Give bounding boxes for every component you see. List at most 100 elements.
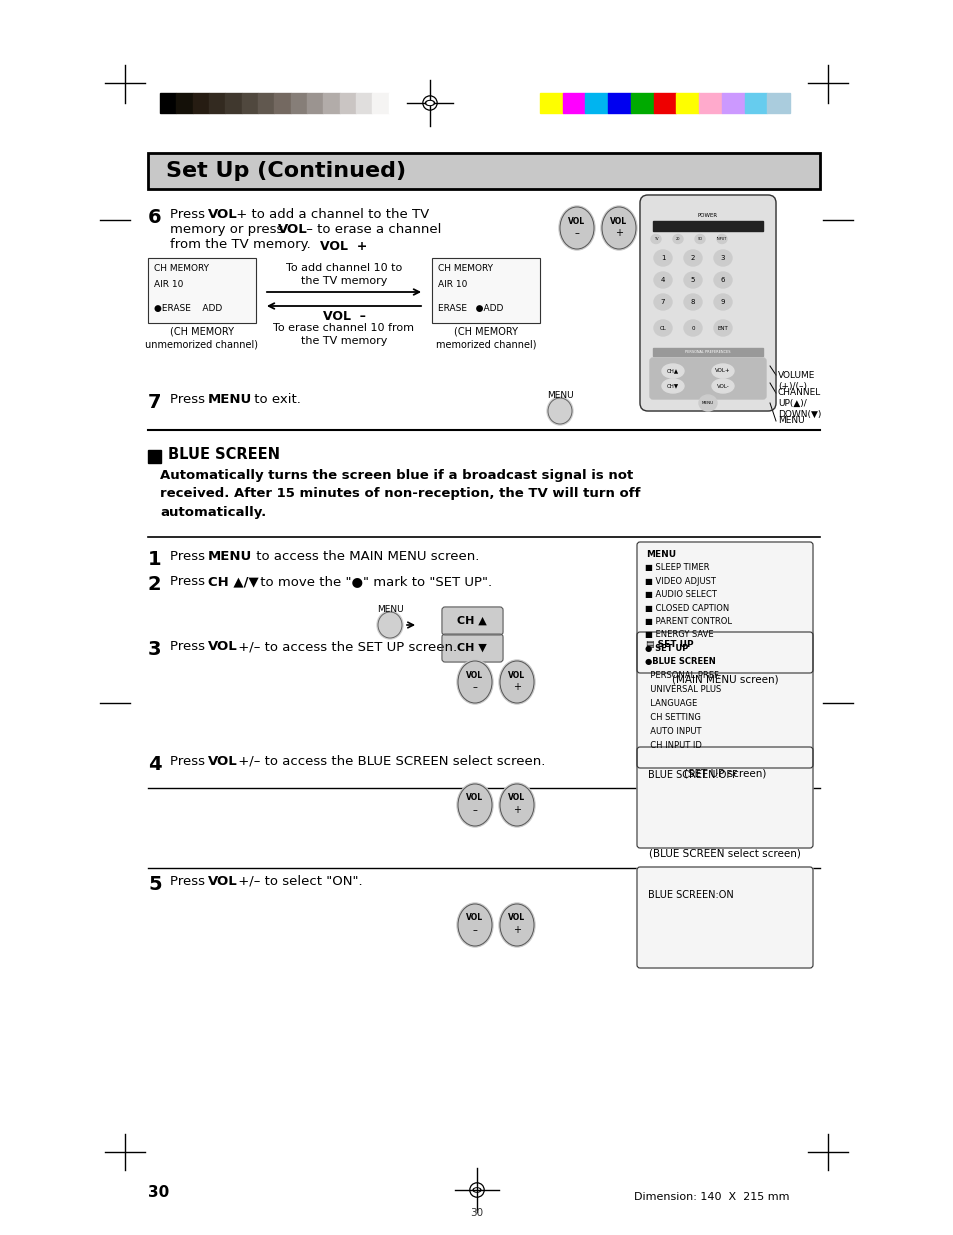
Bar — [148, 153, 820, 189]
Bar — [323, 93, 339, 112]
Text: –: – — [472, 805, 476, 815]
Text: (BLUE SCREEN select screen): (BLUE SCREEN select screen) — [648, 848, 801, 860]
Text: 7: 7 — [148, 393, 161, 412]
Text: 2: 2 — [690, 254, 695, 261]
Text: (SET UP screen): (SET UP screen) — [683, 769, 765, 779]
FancyBboxPatch shape — [441, 634, 502, 662]
Text: ● SET UP: ● SET UP — [644, 643, 688, 653]
Bar — [676, 93, 699, 112]
Text: –: – — [574, 228, 578, 238]
Bar — [608, 93, 630, 112]
Text: Press: Press — [170, 550, 209, 563]
Text: VOL: VOL — [208, 640, 237, 653]
Text: CL: CL — [659, 326, 666, 331]
FancyBboxPatch shape — [649, 358, 765, 399]
Text: the TV memory: the TV memory — [300, 336, 387, 346]
Text: PERSONAL PREFERENCES: PERSONAL PREFERENCES — [684, 350, 730, 354]
Text: MENU: MENU — [376, 604, 403, 614]
Text: MENU: MENU — [208, 393, 252, 406]
Bar — [539, 93, 562, 112]
Text: 5: 5 — [148, 876, 161, 894]
Text: AIR 10: AIR 10 — [437, 280, 467, 289]
Ellipse shape — [699, 395, 717, 411]
Text: MENU: MENU — [778, 416, 803, 425]
Text: to access the MAIN MENU screen.: to access the MAIN MENU screen. — [252, 550, 478, 563]
Ellipse shape — [683, 272, 701, 288]
Text: CH▲: CH▲ — [666, 368, 679, 373]
Text: Press: Press — [170, 393, 209, 406]
Text: 30: 30 — [470, 1208, 483, 1218]
Text: POWER: POWER — [698, 212, 718, 219]
Text: VOL: VOL — [208, 207, 237, 221]
Text: +: + — [513, 805, 520, 815]
Text: 4: 4 — [148, 755, 161, 774]
Text: – to erase a channel: – to erase a channel — [302, 224, 441, 236]
Text: CH SETTING: CH SETTING — [644, 713, 700, 722]
Text: –: – — [472, 682, 476, 692]
Text: +: + — [615, 228, 622, 238]
Text: Automatically turns the screen blue if a broadcast signal is not
received. After: Automatically turns the screen blue if a… — [160, 469, 639, 519]
Bar — [339, 93, 355, 112]
Text: the TV memory: the TV memory — [300, 275, 387, 287]
Text: VOL-: VOL- — [716, 384, 729, 389]
Text: CH ▼: CH ▼ — [456, 643, 486, 653]
Text: VOL: VOL — [508, 914, 525, 923]
Text: CHANNEL
UP(▲)/
DOWN(▼): CHANNEL UP(▲)/ DOWN(▼) — [778, 388, 821, 419]
Bar — [699, 93, 721, 112]
Text: (CH MEMORY
memorized channel): (CH MEMORY memorized channel) — [436, 327, 536, 350]
Text: Press: Press — [170, 755, 209, 768]
Text: VOL  +: VOL + — [320, 240, 367, 253]
Text: ■ VIDEO ADJUST: ■ VIDEO ADJUST — [644, 577, 715, 585]
Ellipse shape — [456, 659, 493, 704]
Text: +/– to access the SET UP screen.: +/– to access the SET UP screen. — [233, 640, 456, 653]
Text: 2: 2 — [148, 576, 161, 594]
Text: to move the "●" mark to "SET UP".: to move the "●" mark to "SET UP". — [255, 576, 492, 588]
Bar — [148, 258, 255, 324]
Ellipse shape — [474, 1189, 479, 1192]
Text: ■ CLOSED CAPTION: ■ CLOSED CAPTION — [644, 604, 728, 613]
Bar — [160, 93, 176, 112]
Text: 9: 9 — [720, 299, 724, 305]
Text: INPUT: INPUT — [716, 237, 726, 241]
Text: Dimension: 140  X  215 mm: Dimension: 140 X 215 mm — [634, 1192, 789, 1202]
Ellipse shape — [711, 364, 733, 378]
Text: 20: 20 — [675, 237, 679, 241]
Text: CH ▲: CH ▲ — [456, 616, 486, 626]
Text: CH ▲/▼: CH ▲/▼ — [208, 576, 258, 588]
Text: VOL+: VOL+ — [715, 368, 730, 373]
Bar — [562, 93, 585, 112]
Text: ■ ENERGY SAVE: ■ ENERGY SAVE — [644, 631, 713, 640]
Text: 3: 3 — [720, 254, 724, 261]
Ellipse shape — [713, 294, 731, 310]
Bar — [193, 93, 209, 112]
Ellipse shape — [683, 249, 701, 266]
FancyBboxPatch shape — [441, 606, 502, 635]
Text: 1: 1 — [148, 550, 161, 569]
Text: 5: 5 — [690, 277, 695, 283]
Text: 30: 30 — [148, 1186, 169, 1200]
Text: from the TV memory.: from the TV memory. — [170, 238, 311, 251]
Ellipse shape — [498, 783, 535, 827]
Text: +/– to access the BLUE SCREEN select screen.: +/– to access the BLUE SCREEN select scr… — [233, 755, 545, 768]
Ellipse shape — [683, 294, 701, 310]
Text: CH MEMORY: CH MEMORY — [437, 264, 493, 273]
Text: 4: 4 — [660, 277, 664, 283]
FancyBboxPatch shape — [637, 867, 812, 968]
Text: +/– to select "ON".: +/– to select "ON". — [233, 876, 362, 888]
Ellipse shape — [456, 903, 493, 947]
Bar — [355, 93, 372, 112]
Ellipse shape — [683, 320, 701, 336]
Bar — [388, 93, 405, 112]
Bar — [432, 258, 539, 324]
Text: VOL: VOL — [568, 216, 585, 226]
Text: To erase channel 10 from: To erase channel 10 from — [274, 324, 414, 333]
Bar — [630, 93, 653, 112]
Text: ▤ SET UP: ▤ SET UP — [645, 640, 693, 650]
FancyBboxPatch shape — [637, 747, 812, 848]
Ellipse shape — [695, 235, 704, 243]
Text: CH▼: CH▼ — [666, 384, 679, 389]
Text: LANGUAGE: LANGUAGE — [644, 699, 697, 708]
Bar — [148, 450, 161, 463]
Text: VOL: VOL — [508, 671, 525, 679]
Text: Press: Press — [170, 207, 209, 221]
